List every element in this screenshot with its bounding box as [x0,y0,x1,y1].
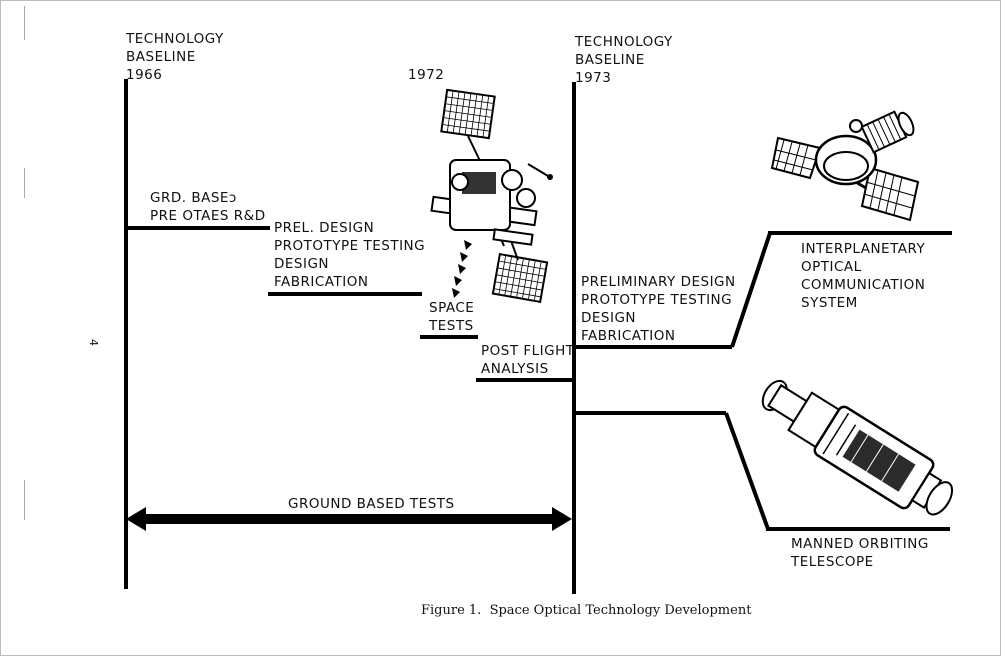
figure-caption: Figure 1. Space Optical Technology Devel… [421,603,752,618]
space-tests-line [420,335,478,339]
baseline-right-year: 1973 [575,70,612,86]
telescope-branch-line [572,411,726,415]
baseline-right-line2: BASELINE [575,52,645,68]
margin-mark [24,168,25,198]
grd-based-label-1: GRD. BASEɔ [150,190,237,206]
interplanetary-line [768,231,952,235]
telescope-label-1: MANNED ORBITING [791,536,929,552]
preliminary-design-line [572,345,732,349]
baseline-left-line1: TECHNOLOGY [126,31,224,47]
interplanetary-label-4: SYSTEM [801,295,858,311]
post-flight-label-1: POST FLIGHT [481,343,575,359]
exhaust-marks [452,240,472,298]
telescope-label-2: TELESCOPE [791,554,874,570]
baseline-1966-line [124,79,128,589]
baseline-1973-line [572,82,576,594]
year-1972: 1972 [408,67,445,83]
interplanetary-label-2: OPTICAL [801,259,862,275]
grd-based-label-2: PRE OTAES R&D [150,208,266,224]
margin-mark [24,480,25,520]
baseline-left-line2: BASELINE [126,49,196,65]
interplanetary-satellite-illustration [770,110,920,222]
preliminary-design-label-1: PRELIMINARY DESIGN [581,274,736,290]
preliminary-design-label-3: DESIGN [581,310,637,326]
prel-design-label-1: PREL. DESIGN [274,220,375,236]
interplanetary-connector [730,232,772,348]
grd-based-line [124,226,270,230]
post-flight-line [476,378,576,382]
ground-based-tests-label: GROUND BASED TESTS [288,496,455,512]
manned-orbiting-telescope-illustration [761,379,954,516]
preliminary-design-label-2: PROTOTYPE TESTING [581,292,733,308]
interplanetary-label-3: COMMUNICATION [801,277,926,293]
telescope-connector [724,412,770,530]
preliminary-design-label-4: FABRICATION [581,328,676,344]
post-flight-label-2: ANALYSIS [481,361,549,377]
prel-design-label-2: PROTOTYPE TESTING [274,238,426,254]
space-tests-label-1: SPACE [429,300,475,316]
telescope-line [766,527,950,531]
baseline-left-year: 1966 [126,67,163,83]
interplanetary-label-1: INTERPLANETARY [801,241,926,257]
prel-design-label-3: DESIGN [274,256,330,272]
prel-design-label-4: FABRICATION [274,274,369,290]
space-tests-label-2: TESTS [429,318,474,334]
margin-mark [24,6,25,40]
baseline-right-line1: TECHNOLOGY [575,34,673,50]
prel-design-line [268,292,422,296]
ground-tests-arrow [126,507,572,531]
space-test-satellite-illustration [430,88,553,304]
